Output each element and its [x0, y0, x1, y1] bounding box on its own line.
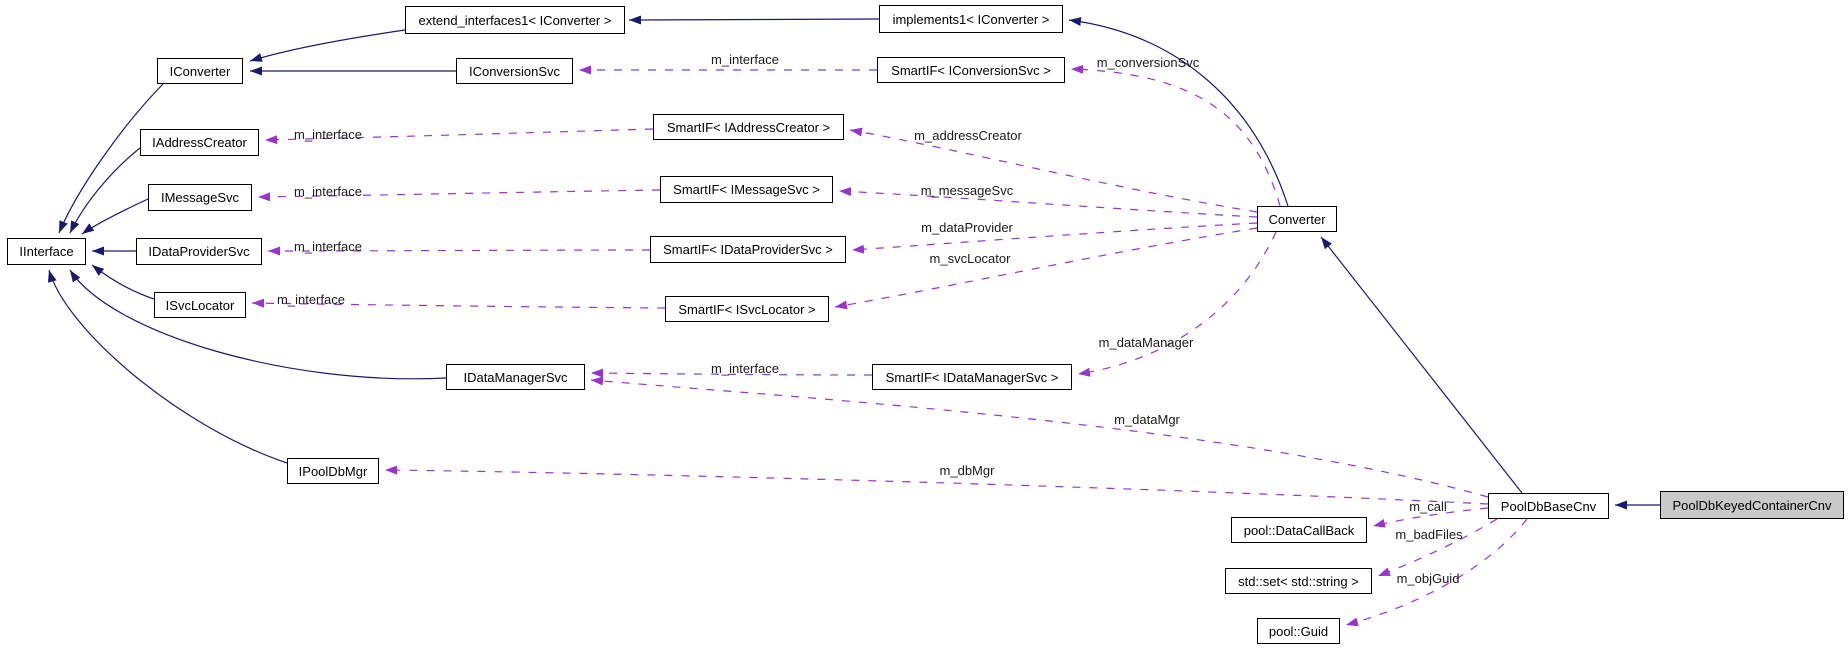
node-iaddresscreator[interactable]: IAddressCreator: [140, 129, 259, 156]
edge-u-interface-dataprovidersvc: [267, 246, 651, 256]
edge-u-dbmgr: [384, 465, 1489, 505]
edge-u-datamanager: [1077, 231, 1277, 377]
label-m-interface-2: m_interface: [294, 127, 362, 142]
edge-idatamanagersvc-to-iinterface: [69, 269, 447, 380]
node-pool-datacallback[interactable]: pool::DataCallBack: [1231, 517, 1367, 543]
label-m-objguid: m_objGuid: [1397, 571, 1460, 586]
label-m-datamgr: m_dataMgr: [1114, 412, 1180, 427]
edge-u-dataprovider: [851, 222, 1258, 254]
label-m-interface-1: m_interface: [711, 52, 779, 67]
node-iconverter[interactable]: IConverter: [157, 58, 243, 84]
edge-u-objguid: [1345, 518, 1528, 627]
label-m-messagesvc: m_messageSvc: [921, 183, 1014, 198]
label-m-datamanager: m_dataManager: [1099, 335, 1194, 350]
node-pool-guid[interactable]: pool::Guid: [1257, 618, 1340, 644]
edge-u-messagesvc: [838, 187, 1258, 218]
node-iconversionsvc[interactable]: IConversionSvc: [456, 58, 573, 84]
edge-isvclocator-to-iinterface: [91, 264, 155, 300]
edge-extend-to-iconverter: [249, 29, 406, 62]
node-extend-interfaces1[interactable]: extend_interfaces1< IConverter >: [405, 6, 625, 34]
node-smartif-imessagesvc[interactable]: SmartIF< IMessageSvc >: [660, 176, 833, 203]
edge-u-addresscreator: [849, 127, 1258, 213]
edge-u-interface-addresscreator: [264, 128, 654, 145]
label-m-conversionsvc: m_conversionSvc: [1097, 55, 1200, 70]
node-iinterface[interactable]: IInterface: [7, 238, 86, 265]
label-m-interface-4: m_interface: [294, 239, 362, 254]
edge-ipooldbmgr-to-iinterface: [47, 269, 288, 464]
label-m-interface-5: m_interface: [277, 292, 345, 307]
edge-iconverter-to-iinterface: [58, 83, 164, 234]
edge-u-svclocator: [834, 227, 1258, 310]
edge-u-datamgr: [590, 376, 1489, 498]
label-m-call: m_call: [1409, 499, 1447, 514]
node-smartif-idataprovidersvc[interactable]: SmartIF< IDataProviderSvc >: [650, 236, 846, 263]
node-converter[interactable]: Converter: [1257, 206, 1337, 232]
edge-labels-group: m_interface m_interface m_interface m_inter…: [277, 52, 1463, 586]
edge-iaddresscreator-to-iinterface: [69, 147, 141, 234]
node-smartif-iconversionsvc[interactable]: SmartIF< IConversionSvc >: [877, 57, 1065, 83]
label-m-dataprovider: m_dataProvider: [921, 220, 1013, 235]
edge-u-call: [1372, 507, 1489, 528]
node-smartif-iaddresscreator[interactable]: SmartIF< IAddressCreator >: [653, 114, 844, 140]
edge-implements1-to-extend: [628, 15, 880, 25]
node-pooldbbasecnv[interactable]: PoolDbBaseCnv: [1488, 493, 1609, 519]
edge-pooldbbasecnv-to-converter: [1320, 236, 1523, 494]
label-m-badfiles: m_badFiles: [1395, 527, 1463, 542]
edge-u-interface-datamanagersvc: [590, 368, 873, 378]
label-m-svclocator: m_svcLocator: [930, 251, 1012, 266]
edge-u-interface-svclocator: [251, 298, 666, 309]
node-imessagesvc[interactable]: IMessageSvc: [148, 184, 252, 211]
node-smartif-idatamanagersvc[interactable]: SmartIF< IDataManagerSvc >: [872, 364, 1072, 390]
label-m-addresscreator: m_addressCreator: [914, 128, 1022, 143]
node-pooldbkeyedcontainercnv[interactable]: PoolDbKeyedContainerCnv: [1660, 491, 1844, 519]
edge-converter-to-implements1: [1068, 17, 1289, 207]
edge-imessagesvc-to-iinterface: [81, 198, 149, 235]
label-m-dbmgr: m_dbMgr: [940, 463, 996, 478]
edges-group: [47, 15, 1660, 627]
edge-u-interface-messagesvc: [257, 189, 661, 202]
node-idatamanagersvc[interactable]: IDataManagerSvc: [446, 364, 585, 390]
node-ipooldbmgr[interactable]: IPoolDbMgr: [287, 458, 379, 484]
edge-u-conversionsvc: [1070, 64, 1281, 207]
node-implements1[interactable]: implements1< IConverter >: [879, 5, 1063, 33]
node-isvclocator[interactable]: ISvcLocator: [154, 292, 246, 318]
label-m-interface-3: m_interface: [294, 184, 362, 199]
node-std-set-string[interactable]: std::set< std::string >: [1225, 568, 1372, 594]
node-smartif-isvclocator[interactable]: SmartIF< ISvcLocator >: [665, 296, 829, 322]
label-m-interface-6: m_interface: [711, 361, 779, 376]
node-idataprovidersvc[interactable]: IDataProviderSvc: [136, 238, 262, 265]
